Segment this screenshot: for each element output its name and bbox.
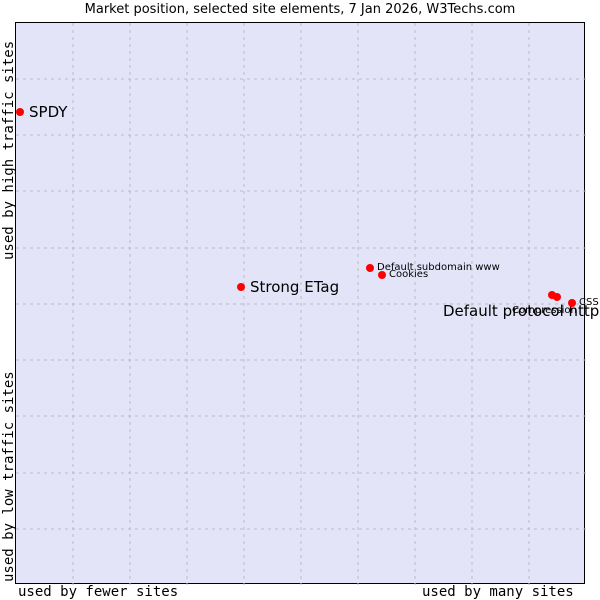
data-point-label: Default subdomain www <box>377 262 500 273</box>
y-axis-low-label: used by low traffic sites <box>1 371 17 582</box>
data-point-label: CSS <box>579 297 599 308</box>
data-point-label: Cookies <box>389 269 429 280</box>
gridlines <box>16 23 586 585</box>
x-axis-high-label: used by many sites <box>422 584 574 600</box>
chart-title: Market position, selected site elements,… <box>84 2 516 17</box>
y-axis-high-label: used by high traffic sites <box>1 40 17 260</box>
data-point-marker <box>237 283 245 291</box>
data-point-marker <box>16 108 24 116</box>
data-point-label: SPDY <box>29 103 68 121</box>
data-point-marker <box>568 299 576 307</box>
data-point-marker <box>366 264 374 272</box>
data-point-marker <box>378 271 386 279</box>
data-point-marker <box>553 293 561 301</box>
plot-area <box>15 22 586 585</box>
x-axis-low-label: used by fewer sites <box>18 584 179 600</box>
data-point-marker <box>548 291 556 299</box>
data-point-label: Strong ETag <box>250 278 340 296</box>
data-point-label: Default protocol https <box>443 302 600 320</box>
data-point-label: Compression <box>512 305 577 316</box>
